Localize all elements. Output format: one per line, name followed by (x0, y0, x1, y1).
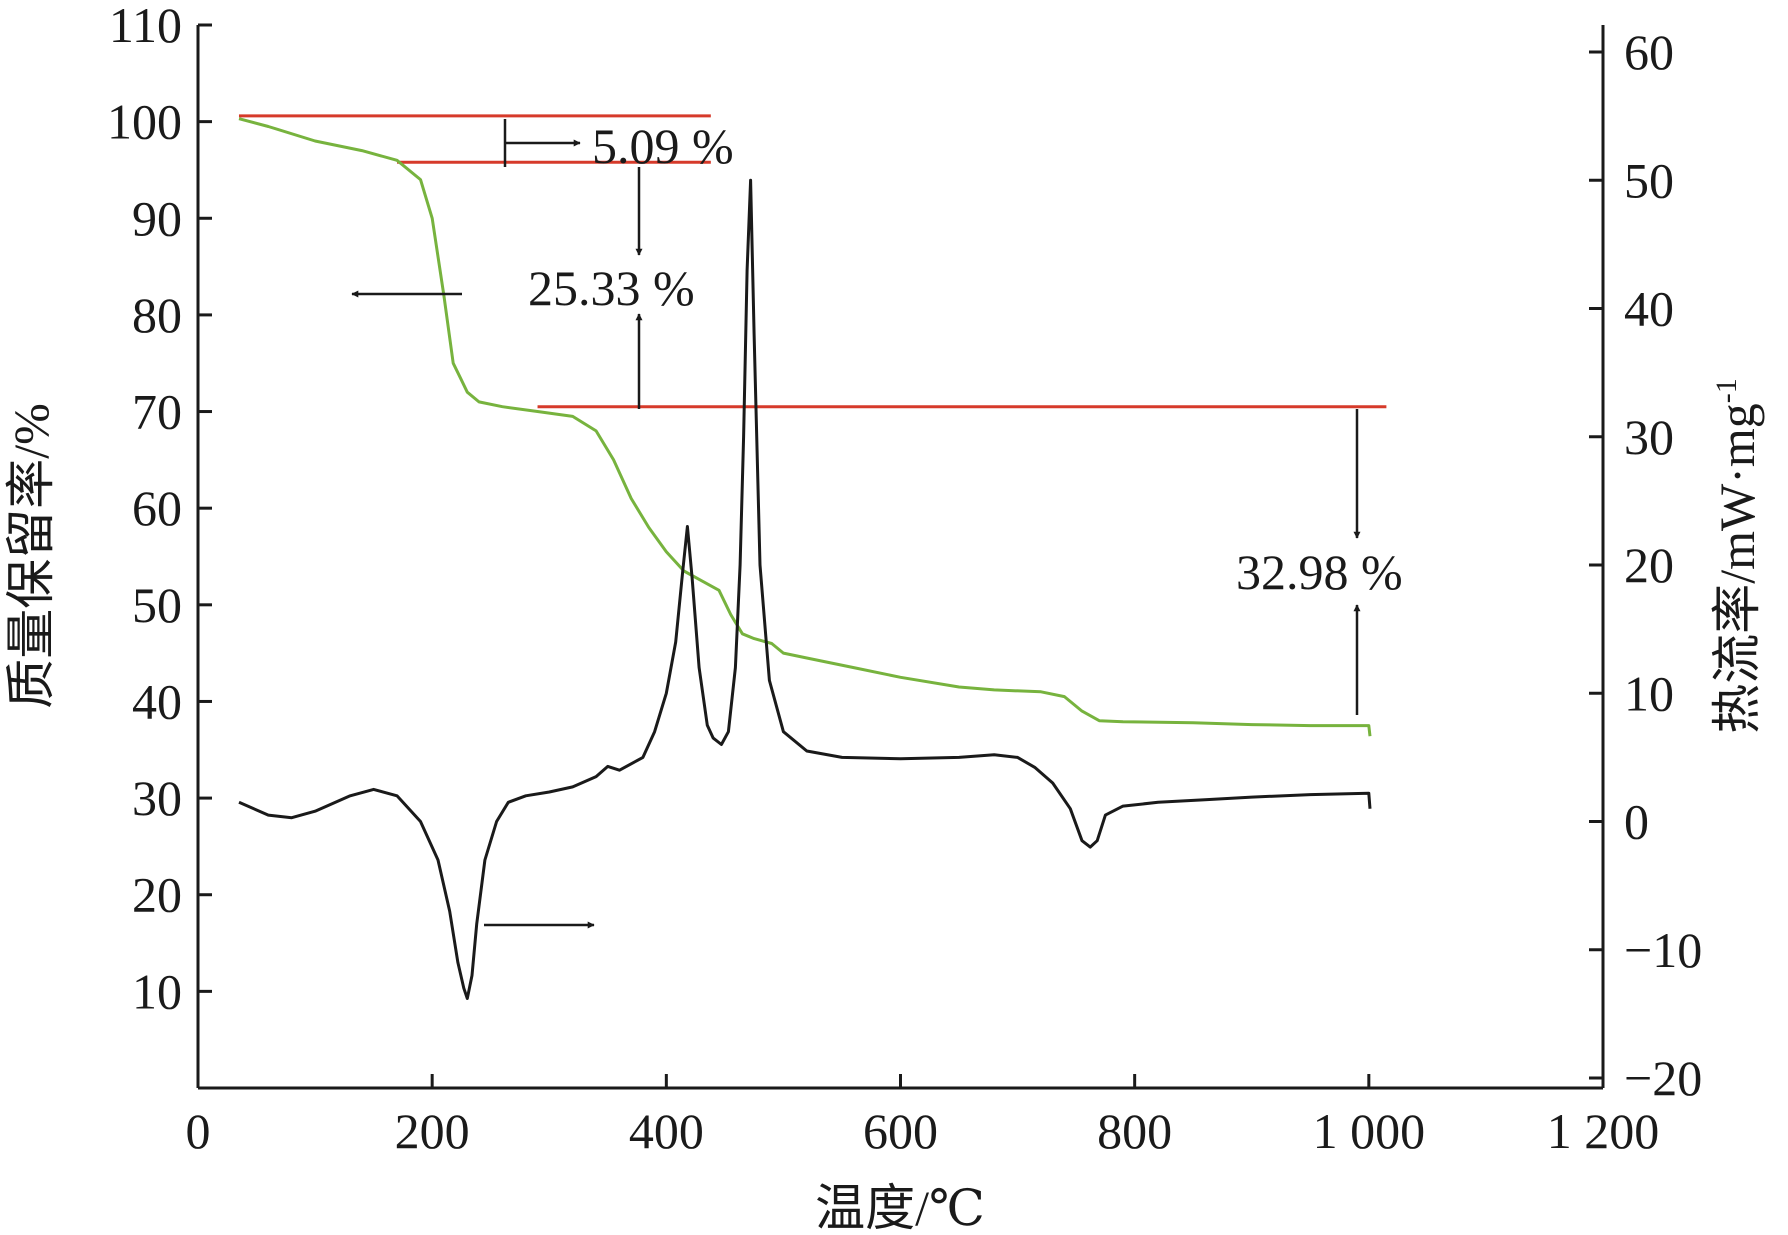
left-y-tick-label: 100 (107, 94, 182, 150)
left-y-tick-label: 30 (132, 770, 182, 826)
series-axis-indicators (351, 290, 595, 929)
x-tick-label: 1 000 (1313, 1103, 1426, 1159)
annotation-25-33: 25.33 % (528, 260, 695, 316)
measurement-arrows (503, 119, 1361, 715)
x-tick-label: 0 (186, 1103, 211, 1159)
annotation-32-98: 32.98 % (1236, 544, 1403, 600)
x-tick-label: 600 (863, 1103, 938, 1159)
left-y-tick-label: 40 (132, 673, 182, 729)
annotation-5-09: 5.09 % (592, 118, 734, 174)
left-y-tick-label: 60 (132, 480, 182, 536)
left-y-axis-ticks: 10 20 30 40 50 60 70 80 90 100 110 (107, 0, 212, 1019)
left-y-tick-label: 90 (132, 190, 182, 246)
right-y-tick-label: −10 (1624, 922, 1702, 978)
right-y-tick-label: 0 (1624, 794, 1649, 850)
right-y-tick-label: 30 (1624, 409, 1674, 465)
heat-flow-series-line (238, 178, 1372, 1000)
right-y-tick-label: 20 (1624, 537, 1674, 593)
right-y-tick-label: 40 (1624, 281, 1674, 337)
x-tick-label: 200 (395, 1103, 470, 1159)
right-y-tick-label: 10 (1624, 665, 1674, 721)
left-y-tick-label: 110 (109, 0, 182, 53)
right-y-axis-title-superscript: -1 (1710, 378, 1743, 403)
left-y-axis-title: 质量保留率/% (3, 403, 59, 709)
left-y-tick-label: 10 (132, 963, 182, 1019)
x-axis-ticks: 0 200 400 600 800 1 000 1 200 (186, 1074, 1660, 1159)
left-y-tick-label: 20 (132, 867, 182, 923)
right-y-tick-label: −20 (1624, 1050, 1702, 1106)
left-y-tick-label: 50 (132, 577, 182, 633)
right-y-tick-label: 60 (1624, 24, 1674, 80)
x-tick-label: 800 (1097, 1103, 1172, 1159)
left-y-tick-label: 80 (132, 287, 182, 343)
x-tick-label: 400 (629, 1103, 704, 1159)
mass-retention-series-line (238, 117, 1372, 737)
x-tick-label: 1 200 (1547, 1103, 1660, 1159)
right-y-axis-title: 热流率/mW·mg-1 (1709, 378, 1765, 734)
left-y-tick-label: 70 (132, 384, 182, 440)
right-y-axis-title-main: 热流率/mW·mg (1709, 403, 1765, 734)
reference-lines (238, 114, 1387, 409)
right-y-tick-label: 50 (1624, 152, 1674, 208)
x-axis-title: 温度/℃ (815, 1180, 985, 1235)
right-y-axis-ticks: −20 −10 0 10 20 30 40 50 60 (1589, 24, 1702, 1106)
